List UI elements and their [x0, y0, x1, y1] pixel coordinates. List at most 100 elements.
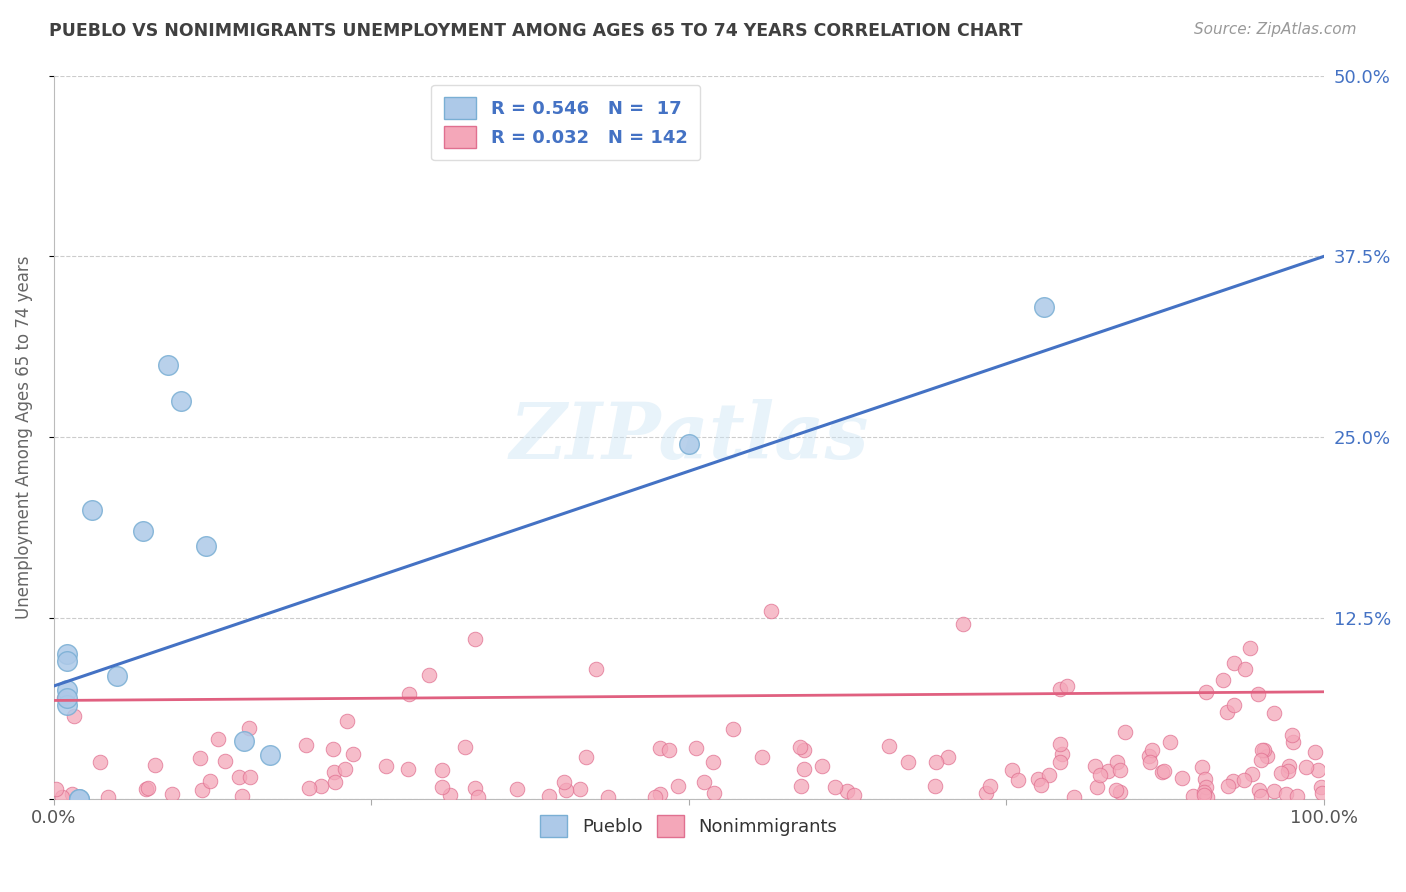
- Point: [1194, 685, 1216, 699]
- Point: [55, 647, 77, 661]
- Point: [396, 762, 419, 776]
- Point: [45, 782, 67, 797]
- Point: [553, 775, 575, 789]
- Point: [842, 788, 865, 802]
- Point: [751, 750, 773, 764]
- Point: [418, 667, 440, 681]
- Point: [666, 779, 689, 793]
- Point: [1194, 772, 1216, 786]
- Point: [439, 788, 461, 802]
- Point: [1295, 760, 1317, 774]
- Point: [1247, 686, 1270, 700]
- Point: [1310, 780, 1333, 794]
- Point: [1277, 764, 1299, 778]
- Point: [80, 502, 103, 516]
- Point: [1150, 764, 1173, 779]
- Point: [55, 683, 77, 698]
- Point: [1097, 764, 1119, 779]
- Point: [759, 604, 782, 618]
- Point: [979, 779, 1001, 793]
- Point: [1049, 681, 1071, 696]
- Point: [1223, 657, 1246, 671]
- Point: [464, 780, 486, 795]
- Point: [952, 616, 974, 631]
- Point: [1084, 758, 1107, 772]
- Point: [555, 783, 578, 797]
- Point: [1239, 641, 1261, 656]
- Point: [644, 790, 666, 805]
- Point: [1063, 790, 1085, 805]
- Point: [1171, 771, 1194, 785]
- Point: [1108, 785, 1130, 799]
- Point: [342, 747, 364, 762]
- Point: [835, 784, 858, 798]
- Point: [375, 759, 398, 773]
- Point: [1194, 780, 1216, 795]
- Point: [1137, 749, 1160, 764]
- Point: [1049, 755, 1071, 769]
- Point: [824, 780, 846, 795]
- Point: [294, 738, 316, 752]
- Text: ZIPatlas: ZIPatlas: [509, 399, 869, 475]
- Point: [51, 790, 73, 805]
- Point: [1216, 779, 1239, 793]
- Point: [1056, 679, 1078, 693]
- Text: Source: ZipAtlas.com: Source: ZipAtlas.com: [1194, 22, 1357, 37]
- Point: [333, 762, 356, 776]
- Point: [135, 781, 157, 796]
- Point: [703, 786, 725, 800]
- Point: [1256, 749, 1278, 764]
- Point: [648, 787, 671, 801]
- Point: [89, 755, 111, 769]
- Point: [233, 734, 256, 748]
- Point: [811, 758, 834, 772]
- Point: [311, 779, 333, 793]
- Point: [322, 764, 344, 779]
- Point: [1286, 789, 1309, 804]
- Point: [298, 781, 321, 796]
- Point: [721, 722, 744, 736]
- Point: [1105, 783, 1128, 797]
- Point: [467, 790, 489, 805]
- Point: [1114, 724, 1136, 739]
- Point: [1087, 780, 1109, 794]
- Point: [63, 709, 86, 723]
- Point: [1191, 760, 1213, 774]
- Point: [143, 757, 166, 772]
- Point: [1088, 767, 1111, 781]
- Point: [1192, 788, 1215, 802]
- Point: [897, 756, 920, 770]
- Point: [1181, 789, 1204, 803]
- Point: [1029, 779, 1052, 793]
- Point: [1026, 772, 1049, 787]
- Point: [1253, 743, 1275, 757]
- Point: [132, 524, 155, 539]
- Point: [678, 437, 700, 451]
- Point: [793, 743, 815, 757]
- Point: [1033, 300, 1056, 314]
- Point: [1250, 789, 1272, 803]
- Point: [648, 740, 671, 755]
- Point: [1140, 743, 1163, 757]
- Point: [238, 770, 260, 784]
- Point: [1216, 706, 1239, 720]
- Point: [505, 781, 527, 796]
- Point: [1270, 766, 1292, 780]
- Point: [879, 739, 901, 753]
- Point: [67, 792, 90, 806]
- Point: [538, 789, 561, 804]
- Y-axis label: Unemployment Among Ages 65 to 74 years: Unemployment Among Ages 65 to 74 years: [15, 255, 32, 619]
- Point: [238, 721, 260, 735]
- Point: [1278, 759, 1301, 773]
- Point: [1233, 662, 1256, 676]
- Point: [1153, 764, 1175, 778]
- Point: [1007, 772, 1029, 787]
- Point: [1195, 790, 1218, 805]
- Point: [432, 780, 454, 795]
- Point: [207, 732, 229, 747]
- Point: [658, 742, 681, 756]
- Point: [1001, 763, 1024, 777]
- Point: [60, 787, 83, 801]
- Point: [453, 740, 475, 755]
- Point: [1233, 772, 1256, 787]
